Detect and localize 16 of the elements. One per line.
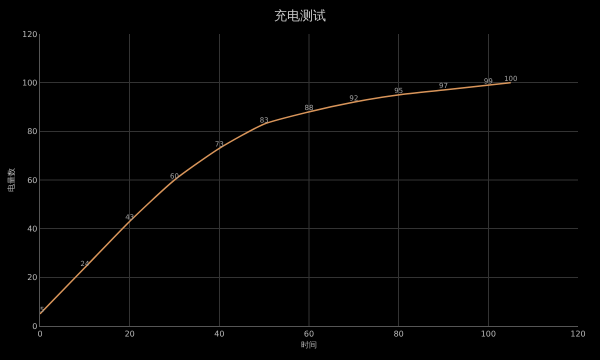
x-tick-label: 120 (570, 330, 586, 339)
chart-title: 充电测试 (274, 8, 326, 24)
y-tick-label: 20 (27, 273, 38, 282)
x-tick-label: 100 (480, 330, 496, 339)
x-tick-label: 60 (304, 330, 314, 339)
y-tick-label: 40 (27, 224, 38, 234)
y-axis-title: 电量数 (6, 168, 16, 192)
y-tick-label: 0 (32, 322, 38, 331)
x-tick-label: 80 (394, 330, 404, 339)
x-axis-title: 时间 (301, 340, 317, 350)
y-tick-label: 100 (22, 78, 38, 88)
x-tick-label: 40 (214, 330, 224, 339)
y-tick-label: 120 (22, 30, 38, 39)
x-tick-label: 20 (124, 330, 135, 339)
y-tick-label: 60 (27, 176, 38, 185)
y-tick-label: 80 (27, 127, 38, 136)
